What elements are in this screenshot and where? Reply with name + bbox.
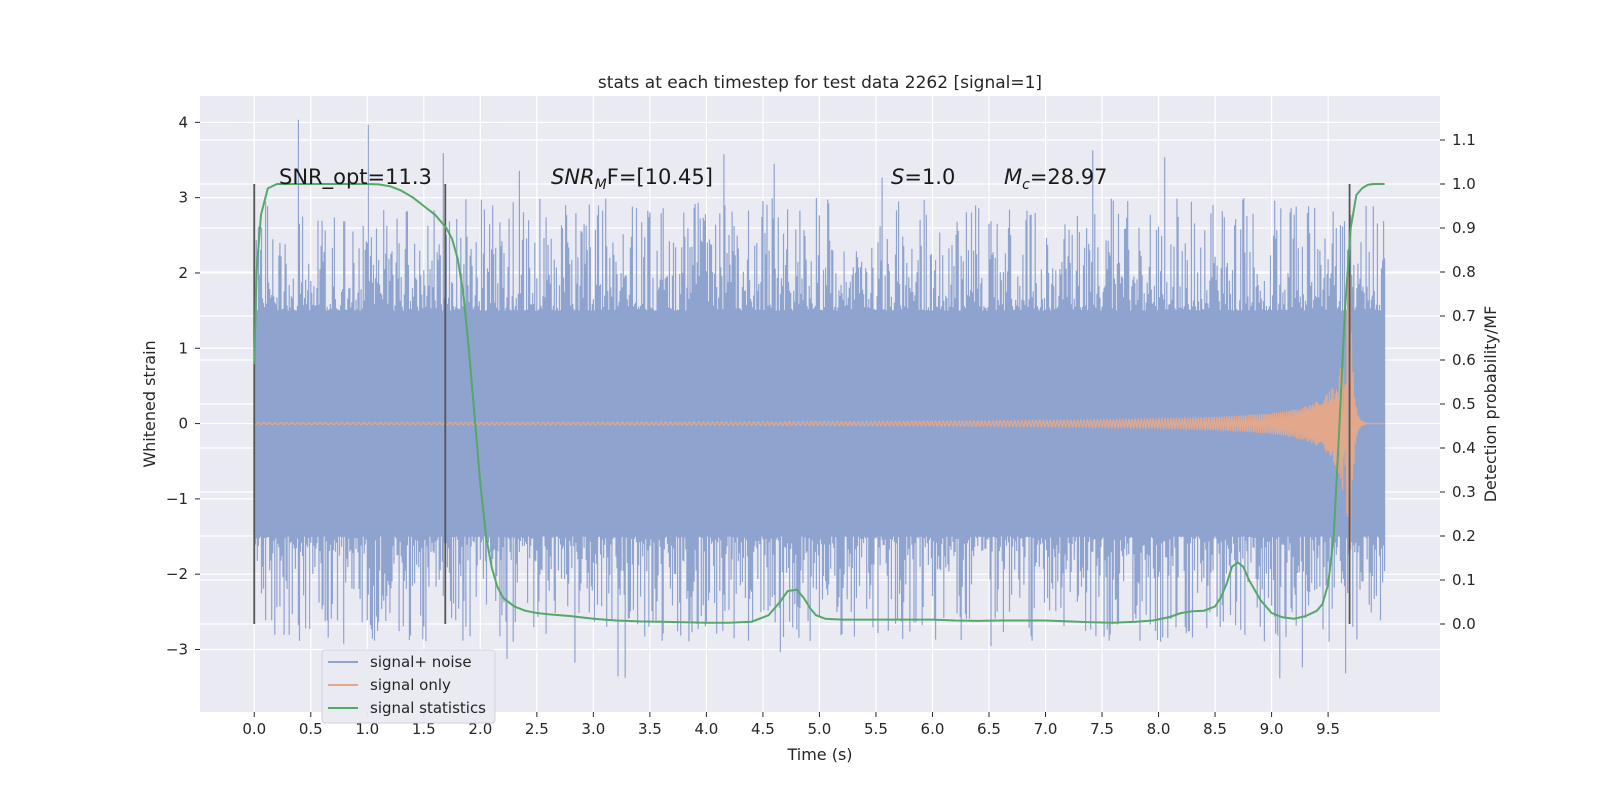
x-tick-label: 4.0 [694, 720, 718, 738]
x-tick-label: 0.0 [242, 720, 266, 738]
y2-tick-label: 0.2 [1452, 527, 1476, 545]
y-axis-label: Whitened strain [140, 340, 159, 467]
x-tick-label: 9.0 [1260, 720, 1284, 738]
legend: signal+ noise signal only signal statist… [321, 649, 496, 724]
x-tick-label: 6.0 [921, 720, 945, 738]
y2-tick-label: 0.1 [1452, 571, 1476, 589]
chirp-trace [253, 273, 1385, 550]
x-tick-label: 3.0 [581, 720, 605, 738]
y2-axis-label: Detection probability/MF [1481, 306, 1500, 503]
x-tick-label: 5.5 [864, 720, 888, 738]
annotation-mc: Mc=28.97 [1004, 165, 1108, 193]
legend-label-noise: signal+ noise [370, 653, 472, 671]
y2-tick-labels: 0.0 0.1 0.2 0.3 0.4 0.5 0.6 0.7 0.8 0.9 1.0 1.1 [1440, 131, 1476, 633]
y2-tick-label: 0.6 [1452, 351, 1476, 369]
annotation-mc-sub: c [1022, 177, 1030, 193]
y-tick-labels: −3 −2 −1 0 1 2 3 4 [166, 113, 200, 658]
y-tick-label: −3 [166, 640, 188, 658]
series-signal-statistics [253, 183, 1385, 624]
y2-tick-label: 0.4 [1452, 439, 1476, 457]
x-tick-label: 2.0 [468, 720, 492, 738]
y-tick-label: 4 [178, 113, 188, 131]
annotation-s-var: S [891, 165, 904, 189]
x-tick-label: 8.0 [1147, 720, 1171, 738]
legend-box [321, 649, 496, 724]
x-tick-labels: 0.0 0.5 1.0 1.5 2.0 2.5 3.0 3.5 4.0 4.5 5.0 5.5 6.0 6… [242, 712, 1340, 738]
annotation-s: S=1.0 [891, 165, 955, 189]
y2-tick-label: 0.0 [1452, 615, 1476, 633]
x-tick-label: 1.0 [355, 720, 379, 738]
y2-tick-label: 0.8 [1452, 263, 1476, 281]
x-tick-label: 8.5 [1203, 720, 1227, 738]
chart-title: stats at each timestep for test data 226… [598, 73, 1042, 93]
annotation-snr-mf: SNRMF=[10.45] [551, 165, 713, 193]
annotation-snr-mf-sub: M [595, 177, 607, 193]
y-tick-label: 3 [178, 189, 188, 207]
x-tick-label: 7.0 [1034, 720, 1058, 738]
y-tick-label: −2 [166, 565, 188, 583]
x-tick-label: 7.5 [1090, 720, 1114, 738]
annotation-snr-mf-rest: F=[10.45] [607, 165, 713, 189]
x-axis-label: Time (s) [786, 745, 852, 764]
y2-tick-label: 1.1 [1452, 131, 1476, 149]
stats-line [253, 183, 1385, 624]
y2-tick-label: 0.7 [1452, 307, 1476, 325]
annotation-mc-var: M [1004, 165, 1022, 189]
y2-tick-label: 0.9 [1452, 219, 1476, 237]
x-tick-label: 1.5 [412, 720, 436, 738]
x-tick-label: 6.5 [977, 720, 1001, 738]
y2-tick-label: 0.3 [1452, 483, 1476, 501]
y-tick-label: 2 [178, 264, 188, 282]
y-tick-label: 0 [178, 415, 188, 433]
legend-label-signal: signal only [370, 676, 451, 694]
annotation-s-rest: =1.0 [904, 165, 955, 189]
y-tick-label: 1 [178, 339, 188, 357]
legend-label-stats: signal statistics [370, 699, 486, 717]
series-signal-only [253, 273, 1385, 550]
x-tick-label: 0.5 [299, 720, 323, 738]
x-tick-label: 2.5 [525, 720, 549, 738]
x-tick-label: 5.0 [808, 720, 832, 738]
y2-tick-label: 0.5 [1452, 395, 1476, 413]
annotation-snr-mf-base: SNR [551, 165, 595, 189]
y-tick-label: −1 [166, 490, 188, 508]
x-tick-label: 4.5 [751, 720, 775, 738]
x-tick-label: 3.5 [638, 720, 662, 738]
y2-tick-label: 1.0 [1452, 175, 1476, 193]
annotation-mc-rest: =28.97 [1030, 165, 1108, 189]
annotation-snr-opt: SNR_opt=11.3 [279, 165, 432, 190]
x-tick-label: 9.5 [1316, 720, 1340, 738]
